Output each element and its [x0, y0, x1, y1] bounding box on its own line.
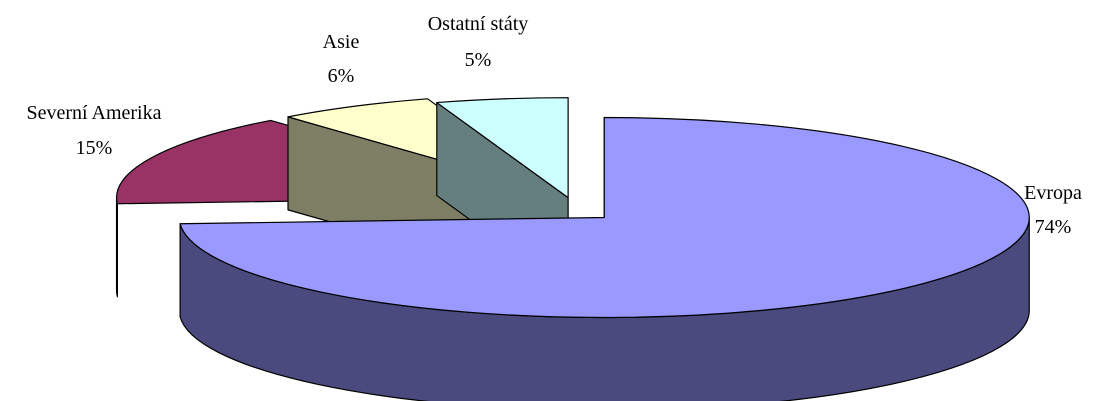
- slice-name: Evropa: [1024, 182, 1082, 204]
- slice-label-evropa: Evropa 74%: [1024, 182, 1082, 238]
- slice-value: 15%: [76, 137, 113, 159]
- slice-name: Asie: [323, 31, 360, 53]
- slice-outer-wall: [115, 196, 118, 298]
- slice-value: 5%: [465, 49, 492, 71]
- slice-evropa: [179, 116, 1030, 401]
- slice-top-face: [436, 97, 569, 199]
- slice-name: Ostatní státy: [428, 13, 529, 35]
- slice-label-ostatni-staty: Ostatní státy 5%: [428, 13, 529, 71]
- slice-value: 6%: [328, 65, 355, 87]
- slice-name: Severní Amerika: [27, 102, 162, 124]
- pie-labels: Evropa 74% Severní Amerika 15% Asie 6% O…: [27, 13, 1082, 238]
- slice-label-asie: Asie 6%: [323, 31, 360, 87]
- pie-slices: [115, 97, 1030, 401]
- slice-label-severni-amerika: Severní Amerika 15%: [27, 102, 162, 159]
- slice-value: 74%: [1035, 216, 1072, 238]
- slice-top-face: [179, 116, 1030, 319]
